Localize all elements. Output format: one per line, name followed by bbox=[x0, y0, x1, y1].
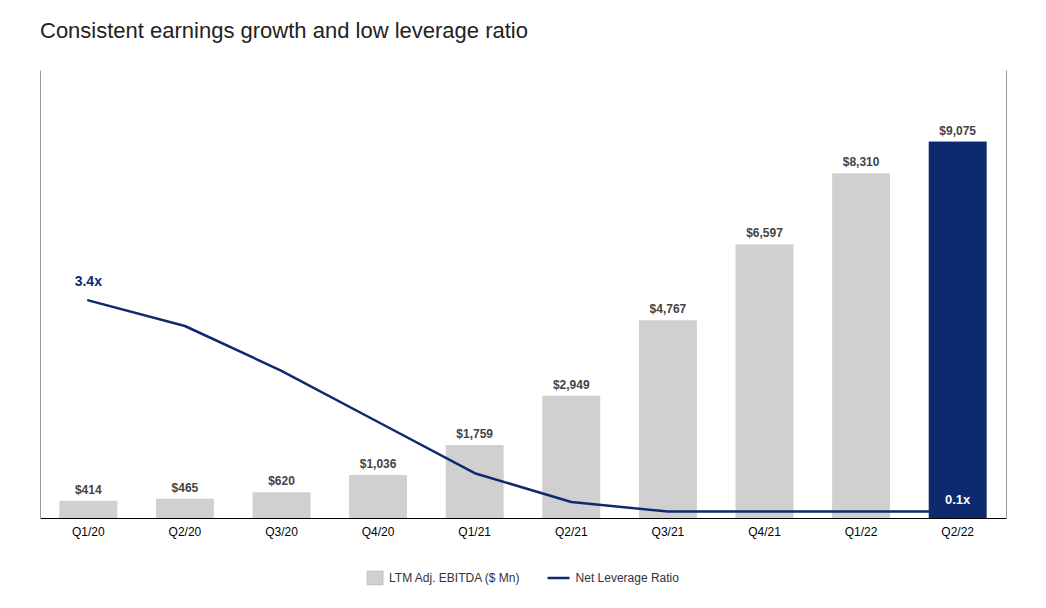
plot-area bbox=[59, 142, 986, 518]
x-tick-label: Q3/20 bbox=[265, 525, 298, 539]
data-label: $1,759 bbox=[456, 427, 493, 441]
x-tick: Q2/20 bbox=[169, 518, 202, 539]
data-label: $620 bbox=[268, 474, 295, 488]
bar bbox=[349, 475, 407, 518]
x-tick-label: Q2/22 bbox=[941, 525, 974, 539]
x-tick-label: Q4/20 bbox=[362, 525, 395, 539]
legend-item: Net Leverage Ratio bbox=[548, 571, 680, 585]
x-tick-label: Q4/21 bbox=[748, 525, 781, 539]
data-label: $8,310 bbox=[843, 155, 880, 169]
bar bbox=[253, 492, 311, 518]
bar bbox=[929, 142, 987, 518]
x-tick: Q1/21 bbox=[458, 518, 491, 539]
data-label: $2,949 bbox=[553, 378, 590, 392]
data-label: $465 bbox=[172, 481, 199, 495]
bar bbox=[59, 501, 117, 518]
legend-label: LTM Adj. EBITDA ($ Mn) bbox=[389, 571, 519, 585]
data-label: $9,075 bbox=[939, 124, 976, 138]
y-axis bbox=[40, 71, 41, 519]
x-tick: Q2/22 bbox=[941, 518, 974, 539]
bar bbox=[542, 396, 600, 518]
title: Consistent earnings growth and low lever… bbox=[40, 18, 528, 43]
annotation: 0.1x bbox=[945, 492, 971, 507]
chart: Consistent earnings growth and low lever… bbox=[0, 0, 1046, 608]
x-axis-line bbox=[41, 518, 1007, 519]
y2-axis-line bbox=[1006, 71, 1007, 519]
legend: LTM Adj. EBITDA ($ Mn) Net Leverage Ratio bbox=[367, 571, 679, 585]
data-labels: $414 $465 $620 $1,036 $1,759 $2,949 $4,767 $6,5… bbox=[75, 124, 976, 497]
bar bbox=[446, 445, 504, 518]
x-tick: Q4/21 bbox=[748, 518, 781, 539]
line bbox=[88, 300, 957, 511]
legend-swatch bbox=[548, 577, 570, 580]
x-tick: Q4/20 bbox=[362, 518, 395, 539]
y-axis-line bbox=[40, 71, 41, 519]
legend-item: LTM Adj. EBITDA ($ Mn) bbox=[367, 571, 519, 585]
bar bbox=[639, 320, 697, 518]
data-label: $1,036 bbox=[360, 457, 397, 471]
x-tick-label: Q2/21 bbox=[555, 525, 588, 539]
y2-axis bbox=[1006, 71, 1007, 519]
x-tick-label: Q3/21 bbox=[652, 525, 685, 539]
x-tick-label: Q2/20 bbox=[169, 525, 202, 539]
bar bbox=[156, 499, 214, 518]
x-tick-label: Q1/22 bbox=[845, 525, 878, 539]
data-label: $4,767 bbox=[650, 302, 687, 316]
x-tick: Q2/21 bbox=[555, 518, 588, 539]
x-tick: Q3/20 bbox=[265, 518, 298, 539]
legend-label: Net Leverage Ratio bbox=[576, 571, 680, 585]
x-axis: Q1/20 Q2/20 Q3/20 Q4/20 Q1/21 Q2/21 Q3/21 Q4/21… bbox=[41, 518, 1007, 539]
x-tick: Q1/22 bbox=[845, 518, 878, 539]
data-label: $6,597 bbox=[746, 226, 783, 240]
x-tick: Q3/21 bbox=[652, 518, 685, 539]
bar bbox=[832, 173, 890, 518]
x-tick: Q1/20 bbox=[72, 518, 105, 539]
bar bbox=[736, 244, 794, 518]
annotation: 3.4x bbox=[75, 273, 102, 289]
x-tick-label: Q1/20 bbox=[72, 525, 105, 539]
data-label: $414 bbox=[75, 483, 102, 497]
legend-swatch bbox=[367, 571, 383, 585]
x-tick-label: Q1/21 bbox=[458, 525, 491, 539]
